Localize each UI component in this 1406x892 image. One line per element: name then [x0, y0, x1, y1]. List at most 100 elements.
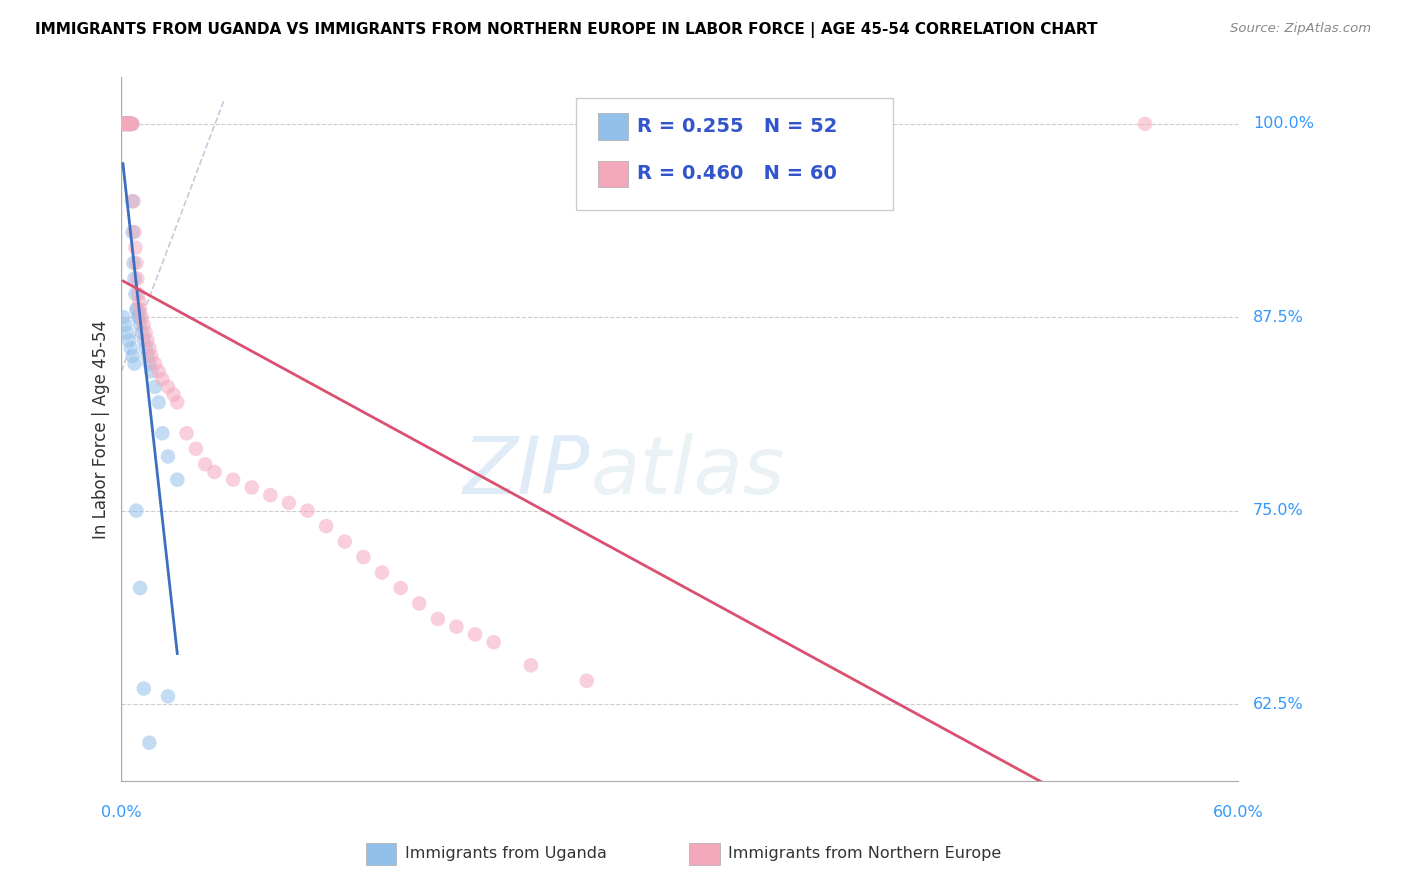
Point [129, 302, 152, 317]
Point [120, 117, 142, 131]
Point [520, 658, 543, 673]
Point [143, 380, 166, 394]
Text: IMMIGRANTS FROM UGANDA VS IMMIGRANTS FROM NORTHERN EUROPE IN LABOR FORCE | AGE 4: IMMIGRANTS FROM UGANDA VS IMMIGRANTS FRO… [35, 22, 1098, 38]
Point [122, 194, 145, 209]
Point [114, 117, 136, 131]
Point [121, 225, 143, 239]
Point [124, 241, 146, 255]
Point [141, 364, 163, 378]
Point [129, 318, 152, 332]
Point [111, 117, 134, 131]
Text: 100.0%: 100.0% [1253, 116, 1315, 131]
Point [464, 627, 486, 641]
Point [166, 395, 188, 409]
Point [112, 117, 135, 131]
Point [575, 673, 598, 688]
Point [138, 736, 160, 750]
Point [148, 395, 170, 409]
Point [129, 581, 152, 595]
Text: 87.5%: 87.5% [1253, 310, 1303, 325]
Point [121, 117, 143, 131]
Point [135, 326, 157, 340]
Point [118, 117, 141, 131]
Point [194, 457, 217, 471]
Point [120, 117, 142, 131]
Point [176, 426, 198, 441]
Point [240, 480, 263, 494]
Point [112, 117, 135, 131]
Point [127, 271, 149, 285]
Point [115, 117, 138, 131]
Point [143, 357, 166, 371]
Point [115, 117, 138, 131]
Point [125, 256, 148, 270]
Point [426, 612, 449, 626]
Point [117, 117, 139, 131]
Point [124, 287, 146, 301]
Point [112, 310, 135, 325]
Point [162, 387, 184, 401]
Point [124, 357, 146, 371]
Point [132, 681, 155, 696]
Point [150, 426, 173, 441]
Point [259, 488, 281, 502]
Point [127, 310, 149, 325]
Point [118, 334, 141, 348]
Point [117, 117, 139, 131]
Point [118, 117, 141, 131]
Point [118, 117, 141, 131]
Point [333, 534, 356, 549]
Point [115, 117, 138, 131]
Point [150, 372, 173, 386]
Point [131, 310, 153, 325]
Point [278, 496, 301, 510]
Text: 60.0%: 60.0% [1213, 805, 1264, 820]
Point [117, 117, 139, 131]
Point [166, 473, 188, 487]
Text: 75.0%: 75.0% [1253, 503, 1303, 518]
Y-axis label: In Labor Force | Age 45-54: In Labor Force | Age 45-54 [93, 320, 110, 539]
Point [482, 635, 505, 649]
Point [184, 442, 207, 456]
Point [371, 566, 394, 580]
Point [121, 194, 143, 209]
Point [112, 117, 135, 131]
Point [156, 690, 179, 704]
Point [408, 597, 430, 611]
Point [118, 117, 141, 131]
Point [114, 117, 136, 131]
Point [222, 473, 245, 487]
Point [115, 326, 138, 340]
Point [138, 341, 160, 355]
Point [127, 302, 149, 317]
Point [156, 450, 179, 464]
Point [121, 117, 143, 131]
Point [141, 349, 163, 363]
Point [132, 318, 155, 332]
Point [114, 117, 136, 131]
Point [128, 294, 150, 309]
Point [121, 117, 143, 131]
Point [315, 519, 337, 533]
Point [297, 503, 319, 517]
Text: 0.0%: 0.0% [101, 805, 142, 820]
Point [204, 465, 226, 479]
Point [136, 349, 159, 363]
Point [1133, 117, 1156, 131]
Text: 62.5%: 62.5% [1253, 697, 1303, 712]
Text: Immigrants from Uganda: Immigrants from Uganda [405, 847, 607, 861]
Point [135, 341, 157, 355]
Point [117, 117, 139, 131]
Point [136, 334, 159, 348]
Point [118, 117, 141, 131]
Point [446, 620, 468, 634]
Text: R = 0.460   N = 60: R = 0.460 N = 60 [637, 164, 837, 184]
Point [120, 117, 142, 131]
Point [156, 380, 179, 394]
Point [138, 357, 160, 371]
Point [115, 117, 138, 131]
Point [114, 117, 136, 131]
Point [121, 349, 143, 363]
Point [122, 256, 145, 270]
Point [125, 503, 148, 517]
